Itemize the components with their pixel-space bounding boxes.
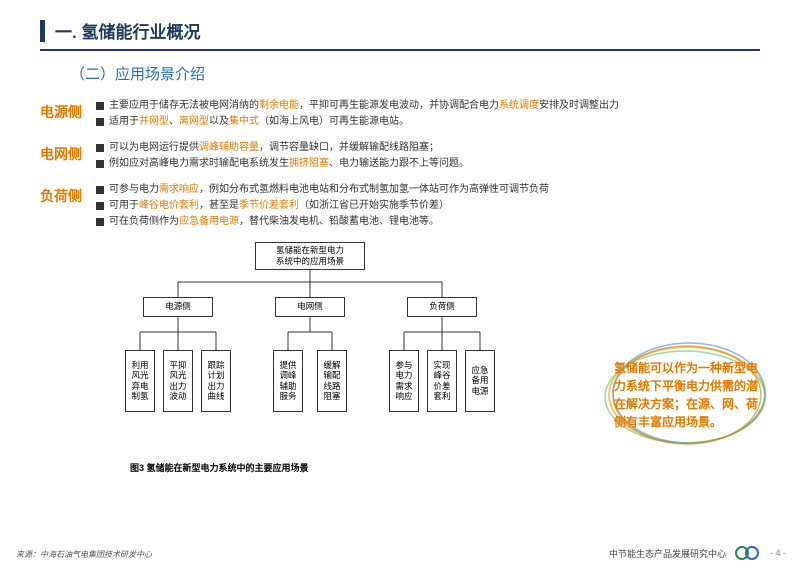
page-number: - 4 - [770, 548, 786, 558]
diagram-lines [120, 242, 500, 452]
diagram-leaf: 利用 风光 弃电 制氢 [125, 350, 155, 412]
section-label: 电源侧 [40, 98, 96, 122]
diagram: 氢储能在新型电力 系统中的应用场景电源侧 电网侧 负荷侧利用 风光 弃电 制氢平抑 … [120, 242, 500, 452]
source-text: 来源：中海石油气电集团技术研发中心 [16, 549, 152, 560]
title-bar: 一. 氢储能行业概况 [40, 18, 762, 43]
bullet: 主要应用于储存无法被电网消纳的剩余电能，平抑可再生能源发电波动，并协调配合电力系… [96, 98, 762, 114]
callout: 氢储能可以作为一种新型电力系统下平衡电力供需的潜在解决方案；在源、网、荷侧有丰富… [602, 340, 772, 450]
bullet-text: 可以为电网运行提供调峰辅助容量，调节容量缺口，并缓解输配线路阻塞； [109, 140, 762, 156]
bullet-text: 例如应对高峰电力需求时输配电系统发生拥挤阻塞、电力输送能力跟不上等问题。 [109, 156, 762, 172]
bullet: 可以为电网运行提供调峰辅助容量，调节容量缺口，并缓解输配线路阻塞； [96, 140, 762, 156]
figure-caption: 图3 氢储能在新型电力系统中的主要应用场景 [130, 461, 309, 474]
title-underline [40, 49, 760, 51]
bullet-mark-icon [96, 202, 104, 210]
bullet-mark-icon [96, 102, 104, 110]
section-label: 负荷侧 [40, 182, 96, 206]
section-label: 电网侧 [40, 140, 96, 164]
bullet-mark-icon [96, 160, 104, 168]
diagram-root: 氢储能在新型电力 系统中的应用场景 [255, 242, 365, 270]
page-title: 一. 氢储能行业概况 [55, 18, 200, 43]
section-bullets: 可以为电网运行提供调峰辅助容量，调节容量缺口，并缓解输配线路阻塞；例如应对高峰电… [96, 140, 762, 176]
section-row: 电网侧可以为电网运行提供调峰辅助容量，调节容量缺口，并缓解输配线路阻塞；例如应对… [40, 140, 762, 176]
bullet: 可参与电力需求响应，例如分布式氢燃料电池电站和分布式制氢加氢一体站可作为高弹性可… [96, 182, 762, 198]
footer-org: 中节能生态产品发展研究中心 [609, 547, 726, 560]
diagram-leaf: 实现 峰谷 价差 套利 [427, 350, 457, 412]
diagram-leaf: 缓解 输配 线路 阻塞 [317, 350, 347, 412]
section-bullets: 可参与电力需求响应，例如分布式氢燃料电池电站和分布式制氢加氢一体站可作为高弹性可… [96, 182, 762, 234]
content: 电源侧主要应用于储存无法被电网消纳的剩余电能，平抑可再生能源发电波动，并协调配合… [0, 84, 802, 234]
logo-icon [734, 544, 762, 562]
bullet-text: 可参与电力需求响应，例如分布式氢燃料电池电站和分布式制氢加氢一体站可作为高弹性可… [109, 182, 762, 198]
diagram-l1: 电网侧 [275, 297, 345, 317]
bullet-mark-icon [96, 144, 104, 152]
header: 一. 氢储能行业概况 （二）应用场景介绍 [0, 0, 802, 84]
section-bullets: 主要应用于储存无法被电网消纳的剩余电能，平抑可再生能源发电波动，并协调配合电力系… [96, 98, 762, 134]
bullet-text: 可在负荷侧作为应急备用电源，替代柴油发电机、铅酸蓄电池、锂电池等。 [109, 214, 762, 230]
callout-text: 氢储能可以作为一种新型电力系统下平衡电力供需的潜在解决方案；在源、网、荷侧有丰富… [602, 359, 772, 431]
section-row: 电源侧主要应用于储存无法被电网消纳的剩余电能，平抑可再生能源发电波动，并协调配合… [40, 98, 762, 134]
subtitle: （二）应用场景介绍 [70, 63, 762, 84]
bullet-mark-icon [96, 186, 104, 194]
title-accent [40, 20, 45, 42]
diagram-leaf: 应急 备用 电源 [465, 350, 495, 412]
section-row: 负荷侧可参与电力需求响应，例如分布式氢燃料电池电站和分布式制氢加氢一体站可作为高… [40, 182, 762, 234]
diagram-leaf: 跟踪 计划 出力 曲线 [201, 350, 231, 412]
bullet-text: 适用于并网型、离网型以及集中式（如海上风电）可再生能源电站。 [109, 114, 762, 130]
bullet: 适用于并网型、离网型以及集中式（如海上风电）可再生能源电站。 [96, 114, 762, 130]
bullet: 例如应对高峰电力需求时输配电系统发生拥挤阻塞、电力输送能力跟不上等问题。 [96, 156, 762, 172]
diagram-leaf: 平抑 风光 出力 波动 [163, 350, 193, 412]
bullet-mark-icon [96, 118, 104, 126]
bullet-text: 可用于峰谷电价套利，甚至是季节价差套利（如浙江省已开始实施季节价差） [109, 198, 762, 214]
bullet-text: 主要应用于储存无法被电网消纳的剩余电能，平抑可再生能源发电波动，并协调配合电力系… [109, 98, 762, 114]
bullet: 可用于峰谷电价套利，甚至是季节价差套利（如浙江省已开始实施季节价差） [96, 198, 762, 214]
bullet: 可在负荷侧作为应急备用电源，替代柴油发电机、铅酸蓄电池、锂电池等。 [96, 214, 762, 230]
diagram-l1: 电源侧 [143, 297, 213, 317]
footer: 中节能生态产品发展研究中心 - 4 - [609, 544, 786, 562]
diagram-leaf: 提供 调峰 辅助 服务 [273, 350, 303, 412]
diagram-l1: 负荷侧 [407, 297, 477, 317]
bullet-mark-icon [96, 218, 104, 226]
diagram-leaf: 参与 电力 需求 响应 [389, 350, 419, 412]
